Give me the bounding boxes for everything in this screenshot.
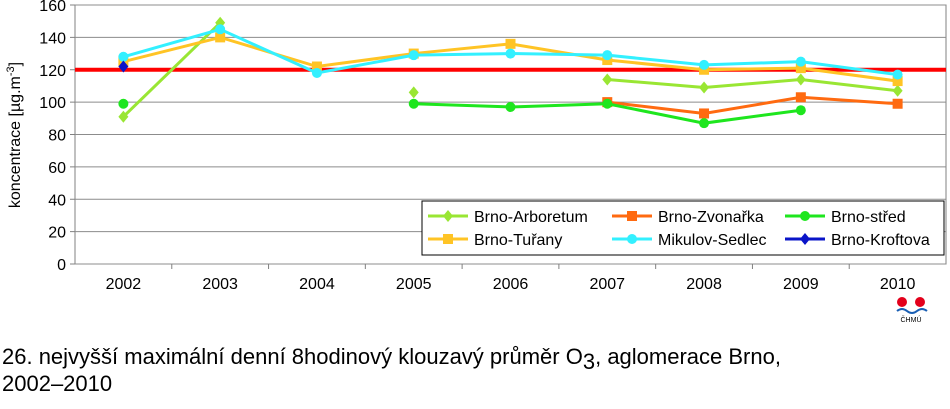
marker: [505, 38, 516, 49]
logo-wave: [896, 308, 928, 314]
marker: [118, 51, 129, 62]
marker: [118, 98, 129, 109]
y-tick-label: 160: [39, 0, 66, 15]
marker: [408, 50, 419, 61]
y-label-end: ]: [7, 62, 24, 66]
marker: [795, 63, 806, 74]
x-tick-label: 2003: [202, 276, 238, 293]
x-tick-label: 2008: [686, 276, 722, 293]
marker: [699, 59, 710, 70]
x-tick-label: 2010: [880, 276, 916, 293]
marker: [602, 98, 613, 109]
marker: [892, 69, 903, 80]
series-line: [607, 95, 898, 115]
logo-dot: [915, 297, 925, 307]
marker: [892, 98, 903, 109]
x-tick-label: 2006: [493, 276, 529, 293]
y-tick-label: 0: [57, 257, 66, 274]
legend-box: [421, 200, 945, 256]
marker: [118, 60, 129, 73]
marker: [443, 234, 453, 244]
logo: ČHMÚ: [896, 297, 928, 324]
caption-end: , aglomerace Brno,: [595, 344, 781, 369]
y-tick-label: 40: [48, 192, 66, 209]
marker: [118, 110, 129, 123]
logo-text: ČHMÚ: [901, 315, 922, 324]
marker: [215, 24, 226, 35]
marker: [795, 73, 806, 86]
y-label-sup: -3: [5, 66, 17, 76]
legend-label: Brno-Arboretum: [474, 209, 588, 226]
series-line: [122, 21, 222, 118]
marker: [505, 101, 516, 112]
legend-label: Brno-střed: [831, 209, 906, 226]
marker: [602, 50, 613, 61]
marker: [602, 73, 613, 86]
caption-line2: 2002–2010: [2, 371, 112, 396]
legend-label: Mikulov-Sedlec: [658, 232, 766, 249]
y-tick-label: 120: [39, 63, 66, 80]
marker: [699, 118, 710, 129]
marker: [627, 211, 637, 221]
marker: [800, 211, 810, 221]
y-tick-label: 140: [39, 30, 66, 47]
logo-dot: [897, 297, 907, 307]
marker: [408, 86, 419, 99]
marker: [892, 84, 903, 97]
y-tick-label: 20: [48, 225, 66, 242]
marker: [311, 61, 322, 72]
marker: [795, 105, 806, 116]
y-tick-label: 80: [48, 128, 66, 145]
y-label-text: koncentrace [µg.m: [7, 76, 24, 208]
marker: [795, 92, 806, 103]
marker: [795, 56, 806, 67]
marker: [443, 210, 453, 222]
marker: [800, 233, 810, 245]
x-tick-label: 2009: [783, 276, 819, 293]
caption-text: 26. nejvyšší maximální denní 8hodinový k…: [2, 344, 583, 369]
y-tick-label: 60: [48, 160, 66, 177]
legend-label: Brno-Tuřany: [474, 232, 562, 249]
y-axis-label: koncentrace [µg.m-3]: [5, 62, 24, 208]
marker: [627, 234, 637, 244]
legend-label: Brno-Kroftova: [831, 232, 930, 249]
legend-label: Brno-Zvonařka: [658, 209, 764, 226]
series-line: [607, 77, 898, 93]
marker: [505, 48, 516, 59]
x-tick-label: 2004: [299, 276, 335, 293]
y-tick-label: 100: [39, 95, 66, 112]
caption-sub: 3: [583, 349, 595, 374]
x-tick-label: 2005: [396, 276, 432, 293]
marker: [699, 81, 710, 94]
marker: [892, 76, 903, 87]
marker: [699, 108, 710, 119]
marker: [311, 67, 322, 78]
marker: [215, 32, 226, 43]
x-tick-label: 2002: [106, 276, 142, 293]
marker: [408, 98, 419, 109]
caption: 26. nejvyšší maximální denní 8hodinový k…: [2, 344, 781, 374]
x-tick-label: 2007: [589, 276, 625, 293]
